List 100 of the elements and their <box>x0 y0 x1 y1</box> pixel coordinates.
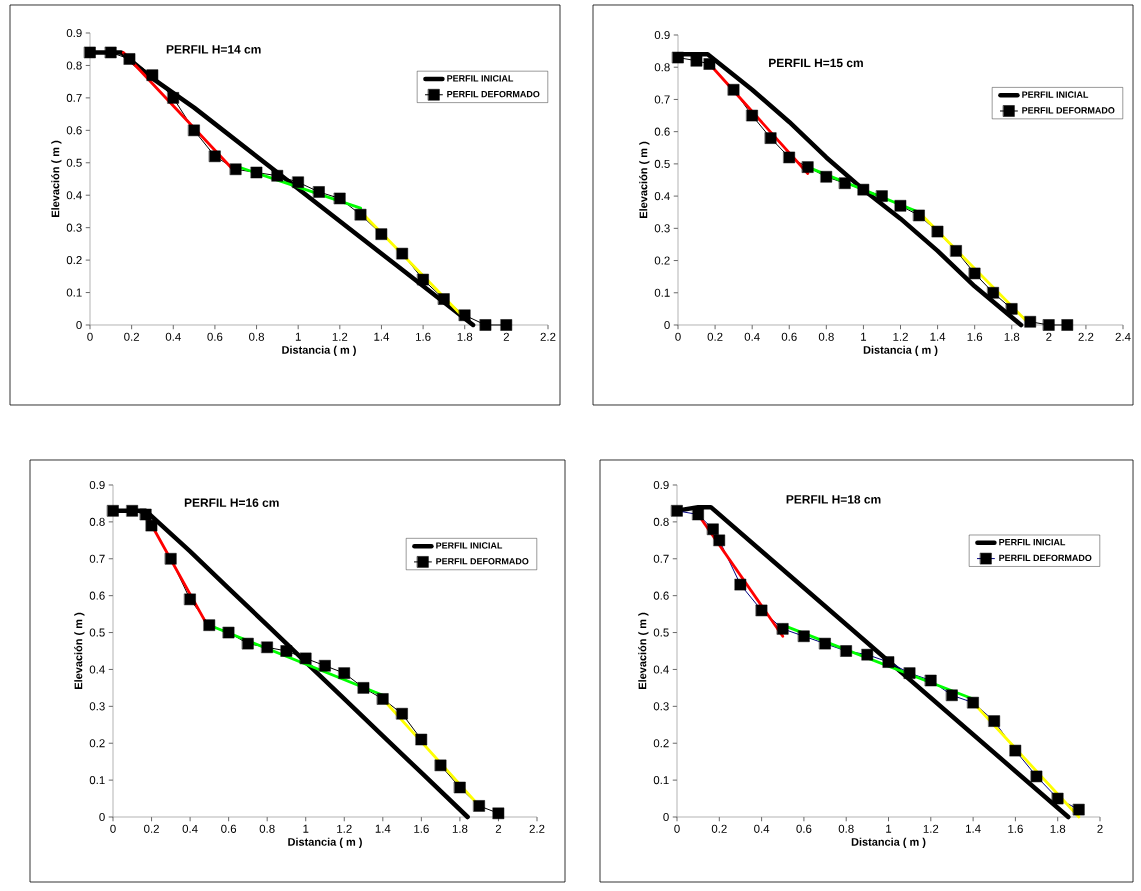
x-tick-label: 1.2 <box>893 332 908 341</box>
text: PERFIL H=14 cm <box>166 45 261 54</box>
x-tick-label: 1.6 <box>1008 824 1023 833</box>
y-tick-label: 0.4 <box>653 665 669 674</box>
legend-label: PERFIL INICIAL <box>436 542 503 549</box>
y-tick-label: 0.6 <box>654 127 670 136</box>
y-tick-label: 0.5 <box>654 159 670 168</box>
x-tick-label: 1.6 <box>967 332 983 341</box>
y-tick-label: 0.7 <box>653 554 669 563</box>
y-tick-label: 0.7 <box>66 93 82 102</box>
y-tick-label: 0.6 <box>89 591 105 600</box>
text: PERFIL H=15 cm <box>769 58 863 68</box>
legend-label: PERFIL INICIAL <box>447 75 514 82</box>
y-tick-label: 0 <box>664 320 670 330</box>
x-tick-label: 1.4 <box>966 824 981 833</box>
y-tick-label: 0.2 <box>654 256 670 265</box>
x-tick-label: 0.8 <box>249 332 265 341</box>
x-tick-label: 0.8 <box>259 824 275 833</box>
x-tick-label: 0.4 <box>182 824 198 833</box>
y-tick-label: 0.1 <box>89 776 105 785</box>
y-tick-label: 0.1 <box>654 288 670 297</box>
y-tick-label: 0.2 <box>89 739 105 748</box>
x-axis-title: Distancia ( m ) <box>851 837 926 848</box>
x-tick-label: 0 <box>674 824 680 833</box>
legend-label: PERFIL DEFORMADO <box>436 558 529 565</box>
y-axis-title: Elevación ( m ) <box>638 612 649 689</box>
y-tick-label: 0.2 <box>66 256 82 265</box>
x-tick-label: 1.2 <box>923 824 939 833</box>
y-tick-label: 0.7 <box>89 554 105 563</box>
y-axis-title: Elevación ( m ) <box>74 612 85 689</box>
y-tick-label: 0.5 <box>66 158 82 167</box>
x-tick-label: 1.4 <box>375 824 391 833</box>
text: PERFIL H=16 cm <box>184 498 279 507</box>
y-tick-label: 0.5 <box>653 628 669 637</box>
y-tick-label: 0.5 <box>89 628 105 637</box>
y-tick-label: 0.9 <box>66 28 82 38</box>
x-tick-label: 0.2 <box>144 824 159 833</box>
y-tick-label: 0.3 <box>654 224 670 233</box>
y-tick-label: 0.7 <box>654 95 670 104</box>
y-axis-title: Elevación ( m ) <box>639 141 650 218</box>
x-tick-label: 1.8 <box>1004 332 1020 341</box>
y-tick-label: 0 <box>663 812 669 822</box>
y-tick-label: 0.4 <box>66 191 82 200</box>
y-tick-label: 0.8 <box>653 517 669 526</box>
y-tick-label: 0.6 <box>653 591 669 600</box>
legend-label: PERFIL DEFORMADO <box>1022 107 1115 114</box>
y-axis-title: Elevación ( m ) <box>51 140 62 217</box>
x-tick-label: 2 <box>1097 824 1103 833</box>
x-tick-label: 2 <box>503 332 509 341</box>
y-tick-label: 0.8 <box>89 517 105 526</box>
x-tick-label: 0.4 <box>744 332 760 341</box>
x-tick-label: 2 <box>1046 332 1052 341</box>
x-tick-label: 1.8 <box>1050 824 1066 833</box>
y-tick-label: 0 <box>76 320 82 330</box>
y-tick-label: 0.3 <box>653 702 669 711</box>
x-tick-label: 2.2 <box>540 332 556 341</box>
x-tick-label: 0.6 <box>796 824 812 833</box>
x-tick-label: 1.4 <box>930 332 946 341</box>
y-tick-label: 0.4 <box>654 192 670 201</box>
legend-label: PERFIL DEFORMADO <box>447 90 540 98</box>
y-tick-label: 0.3 <box>89 702 105 711</box>
x-tick-label: 1.4 <box>374 332 390 341</box>
x-tick-label: 0.2 <box>124 332 140 341</box>
x-axis-title: Distancia ( m ) <box>863 345 938 356</box>
y-tick-label: 0.4 <box>89 665 105 674</box>
x-tick-label: 2.2 <box>1078 332 1094 341</box>
x-tick-label: 1.2 <box>337 824 352 833</box>
y-tick-label: 0.2 <box>653 739 669 748</box>
x-tick-label: 1.6 <box>416 332 431 341</box>
x-tick-label: 0.6 <box>781 332 797 341</box>
x-axis-title: Distancia ( m ) <box>282 345 356 356</box>
legend-label: PERFIL DEFORMADO <box>999 554 1092 562</box>
x-tick-label: 1 <box>303 824 309 833</box>
y-tick-label: 0.9 <box>89 480 105 490</box>
y-tick-label: 0.8 <box>654 63 670 72</box>
y-tick-label: 0.3 <box>66 223 82 232</box>
x-tick-label: 1.2 <box>332 332 348 341</box>
x-tick-label: 2.2 <box>529 824 545 833</box>
x-tick-label: 1 <box>886 824 892 833</box>
x-tick-label: 2 <box>495 824 502 833</box>
x-tick-label: 0.6 <box>207 332 223 341</box>
legend-label: PERFIL INICIAL <box>999 538 1066 546</box>
x-tick-label: 0.4 <box>165 332 181 341</box>
x-tick-label: 0 <box>675 332 681 341</box>
x-tick-label: 1.6 <box>414 824 429 833</box>
y-tick-label: 0.8 <box>66 61 82 70</box>
x-axis-title: Distancia ( m ) <box>288 837 362 848</box>
y-tick-label: 0.6 <box>66 126 82 135</box>
text: PERFIL H=18 cm <box>786 495 881 504</box>
x-tick-label: 1.8 <box>452 824 468 833</box>
legend-label: PERFIL INICIAL <box>1022 91 1089 98</box>
x-tick-label: 2.4 <box>1115 332 1131 341</box>
x-tick-label: 0.2 <box>707 332 723 341</box>
x-tick-label: 0.2 <box>711 824 727 833</box>
y-tick-label: 0.9 <box>653 480 669 490</box>
x-tick-label: 0.4 <box>754 824 770 833</box>
y-tick-label: 0.1 <box>66 288 82 297</box>
x-tick-label: 0.8 <box>818 332 834 341</box>
y-tick-label: 0 <box>99 812 105 822</box>
x-tick-label: 0.6 <box>221 824 237 833</box>
